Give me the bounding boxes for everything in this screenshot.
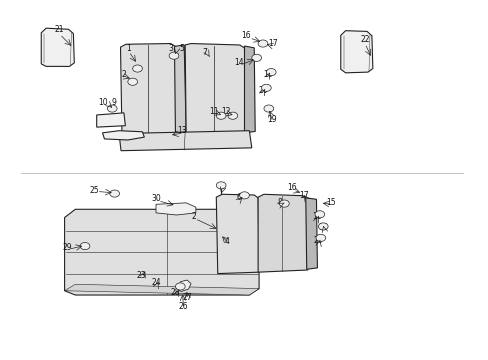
Circle shape	[80, 243, 90, 249]
Text: 17: 17	[267, 39, 277, 48]
Circle shape	[314, 211, 324, 218]
Text: 30: 30	[151, 194, 161, 203]
Circle shape	[261, 84, 271, 91]
Circle shape	[251, 54, 261, 62]
Text: 16: 16	[287, 183, 296, 192]
Polygon shape	[174, 45, 186, 134]
Text: 13: 13	[177, 126, 187, 135]
Circle shape	[107, 105, 117, 112]
Text: 4: 4	[224, 237, 229, 246]
Text: 2: 2	[122, 70, 126, 79]
Circle shape	[216, 182, 225, 189]
Text: 20: 20	[258, 86, 267, 95]
Text: 21: 21	[55, 26, 64, 35]
Circle shape	[132, 65, 142, 72]
Text: 10: 10	[99, 98, 108, 107]
Text: 9: 9	[112, 98, 117, 107]
Text: 16: 16	[241, 31, 251, 40]
Text: 25: 25	[90, 185, 100, 194]
Text: 27: 27	[182, 293, 192, 302]
Polygon shape	[102, 131, 144, 140]
Polygon shape	[64, 284, 259, 295]
Polygon shape	[97, 113, 125, 127]
Circle shape	[239, 192, 249, 199]
Text: 19: 19	[266, 116, 276, 125]
Text: 8: 8	[277, 198, 281, 207]
Text: 1: 1	[218, 182, 223, 191]
Circle shape	[315, 234, 325, 242]
Text: 6: 6	[236, 193, 241, 202]
Polygon shape	[185, 44, 245, 134]
Polygon shape	[64, 209, 259, 295]
Circle shape	[127, 78, 137, 85]
Text: 1: 1	[126, 44, 131, 53]
Text: 23: 23	[136, 271, 146, 280]
Text: 3: 3	[168, 44, 173, 53]
Text: 17: 17	[298, 190, 308, 199]
Text: 22: 22	[360, 36, 369, 45]
Polygon shape	[156, 203, 196, 215]
Circle shape	[266, 68, 276, 76]
Polygon shape	[258, 194, 307, 272]
Polygon shape	[244, 46, 255, 133]
Text: 20: 20	[313, 236, 323, 245]
Text: 14: 14	[233, 58, 243, 67]
Text: 2: 2	[191, 212, 196, 221]
Polygon shape	[216, 194, 259, 274]
Circle shape	[227, 112, 237, 119]
Circle shape	[110, 190, 119, 197]
Circle shape	[258, 40, 267, 47]
Polygon shape	[179, 280, 191, 292]
Circle shape	[169, 52, 179, 59]
Text: 29: 29	[62, 243, 72, 252]
Text: 7: 7	[202, 48, 206, 57]
Text: 15: 15	[325, 198, 335, 207]
Text: 24: 24	[151, 278, 161, 287]
Polygon shape	[340, 31, 372, 73]
Text: 26: 26	[179, 302, 188, 311]
Text: 28: 28	[170, 288, 180, 297]
Text: 11: 11	[209, 107, 219, 116]
Circle shape	[175, 283, 185, 290]
Text: 19: 19	[318, 222, 327, 231]
Polygon shape	[41, 28, 74, 66]
Circle shape	[279, 200, 288, 207]
Text: 18: 18	[263, 70, 272, 79]
Text: 12: 12	[221, 107, 230, 116]
Circle shape	[216, 112, 225, 119]
Text: 18: 18	[311, 212, 321, 221]
Text: 5: 5	[180, 44, 184, 53]
Polygon shape	[119, 131, 251, 151]
Circle shape	[264, 105, 273, 112]
Polygon shape	[305, 198, 317, 269]
Circle shape	[318, 223, 327, 230]
Polygon shape	[120, 44, 177, 135]
